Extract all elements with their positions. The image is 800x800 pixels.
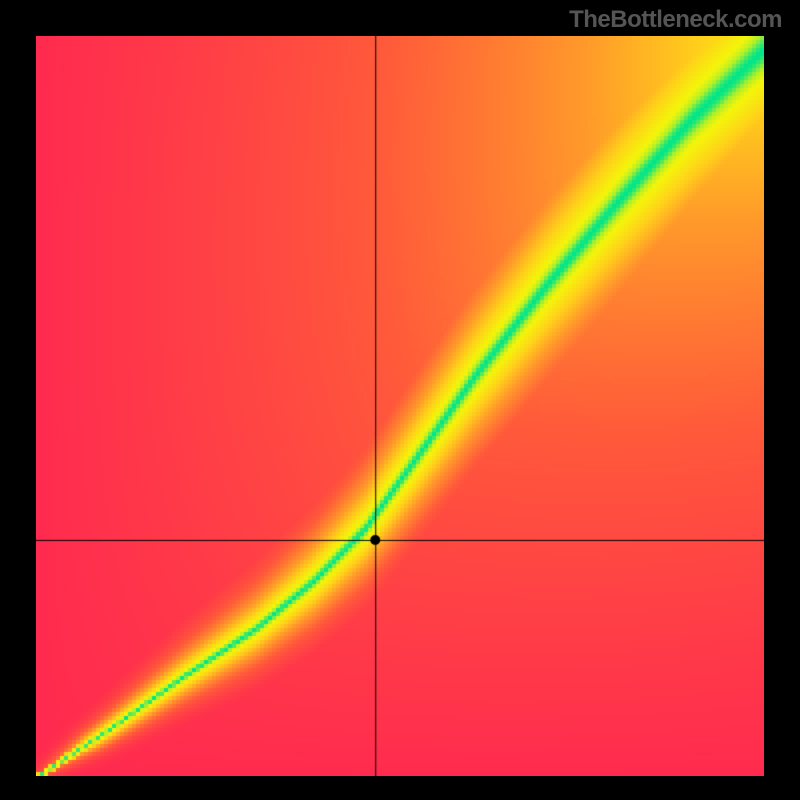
- heatmap-canvas: [36, 36, 764, 776]
- attribution-label: TheBottleneck.com: [569, 6, 782, 34]
- chart-frame: TheBottleneck.com: [0, 0, 800, 800]
- heatmap-plot: [36, 36, 764, 776]
